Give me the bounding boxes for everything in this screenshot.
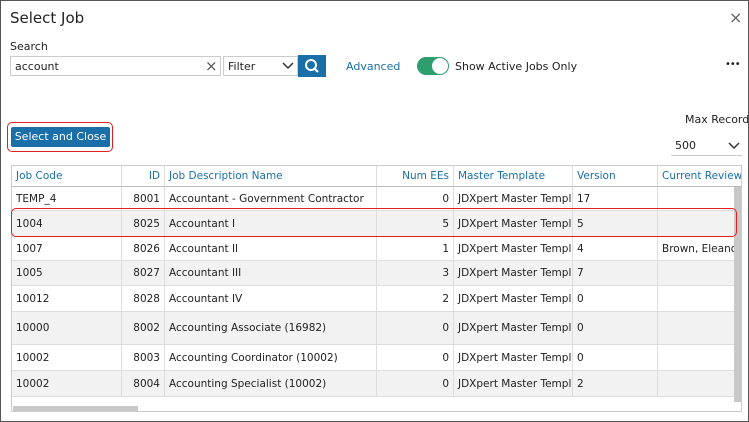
- table-cell: Accountant - Government Contractor: [165, 187, 377, 211]
- filter-label: Filter: [228, 60, 256, 73]
- dialog-title: Select Job: [10, 9, 85, 27]
- table-cell: JDXpert Master Template: [454, 286, 573, 312]
- table-cell: 0: [377, 371, 454, 397]
- advanced-link[interactable]: Advanced: [346, 60, 401, 73]
- table-cell: Accountant IV: [165, 286, 377, 312]
- table-cell: JDXpert Master Template: [454, 261, 573, 286]
- table-cell: 1: [377, 237, 454, 261]
- column-header: Num EEs: [377, 166, 454, 187]
- table-cell: 10002: [12, 345, 122, 371]
- max-records-value: 500: [675, 139, 696, 152]
- table-cell: [658, 261, 741, 286]
- table-cell: JDXpert Master Template: [454, 187, 573, 211]
- table-cell: 17: [573, 187, 658, 211]
- table-cell: 10012: [12, 286, 122, 312]
- filter-select[interactable]: Filter: [223, 56, 298, 76]
- search-button[interactable]: [298, 55, 326, 77]
- row-highlight: [11, 208, 737, 237]
- table-cell: [658, 345, 741, 371]
- table-cell: 10000: [12, 312, 122, 345]
- table-cell: Accountant II: [165, 237, 377, 261]
- close-button[interactable]: ×: [729, 8, 743, 27]
- table-cell: Accounting Associate (16982): [165, 312, 377, 345]
- table-row: [12, 397, 741, 411]
- table-cell: [658, 371, 741, 397]
- chevron: [728, 142, 740, 150]
- column-header: Current Reviewe: [658, 166, 741, 187]
- v-scrollbar[interactable]: [734, 187, 741, 402]
- table-cell: 8001: [122, 187, 165, 211]
- job-table: Job Code ID Job Description Name Num EEs Mas…: [11, 165, 742, 412]
- table-cell: 0: [377, 312, 454, 345]
- table-cell: 2: [573, 371, 658, 397]
- table-cell: 10002: [12, 371, 122, 397]
- highlight: [7, 122, 113, 152]
- table-cell: 8028: [122, 286, 165, 312]
- table-cell: JDXpert Master Template: [454, 371, 573, 397]
- table-cell: 8025: [122, 211, 165, 237]
- table-cell: 5: [573, 211, 658, 237]
- table-cell: Accountant I: [165, 211, 377, 237]
- table-cell: Accountant III: [165, 261, 377, 286]
- table-cell: 8026: [122, 237, 165, 261]
- table-cell: [658, 312, 741, 345]
- clear-button[interactable]: ×: [205, 57, 218, 75]
- table-cell: Accounting Specialist (10002): [165, 371, 377, 397]
- table-cell: 1005: [12, 261, 122, 286]
- table-cell: 4: [573, 237, 658, 261]
- table-cell: Accounting Coordinator (10002): [165, 345, 377, 371]
- max-records-label: Max Records: [685, 113, 749, 126]
- table-cell: 0: [377, 345, 454, 371]
- chevron: [282, 62, 294, 70]
- search-input[interactable]: account ×: [10, 56, 221, 76]
- table-cell: JDXpert Master Template: [454, 345, 573, 371]
- table-cell: 5: [377, 211, 454, 237]
- column-header: Version: [573, 166, 658, 187]
- table-cell: 8004: [122, 371, 165, 397]
- table-cell: Brown, Eleanor: [658, 237, 741, 261]
- table-cell: 7: [573, 261, 658, 286]
- table-cell: 3: [377, 261, 454, 286]
- search-icon: [305, 59, 319, 73]
- table-cell: 0: [573, 345, 658, 371]
- search-value: account: [15, 60, 59, 73]
- table-cell: 1007: [12, 237, 122, 261]
- toggle-knob: [432, 58, 448, 74]
- column-header: ID: [122, 166, 165, 187]
- table-cell: TEMP_4: [12, 187, 122, 211]
- column-header: Job Code: [12, 166, 122, 187]
- h-scrollbar[interactable]: [13, 406, 138, 411]
- table-cell: 0: [573, 312, 658, 345]
- table-cell: [658, 286, 741, 312]
- more-menu[interactable]: •••: [725, 59, 741, 70]
- table-cell: JDXpert Master Template: [454, 211, 573, 237]
- table-cell: 2: [377, 286, 454, 312]
- table-cell: JDXpert Master Template: [454, 237, 573, 261]
- search-label: Search: [10, 40, 48, 53]
- table-cell: 0: [377, 187, 454, 211]
- max-records-select[interactable]: 500: [671, 136, 742, 156]
- table-cell: 0: [573, 286, 658, 312]
- active-toggle[interactable]: [417, 57, 449, 75]
- table-cell: 1004: [12, 211, 122, 237]
- table-cell: 8002: [122, 312, 165, 345]
- toggle-label: Show Active Jobs Only: [455, 60, 578, 73]
- column-header: Master Template: [454, 166, 573, 187]
- column-header: Job Description Name: [165, 166, 377, 187]
- table-cell: 8027: [122, 261, 165, 286]
- select-close-button[interactable]: Select and Close: [11, 127, 110, 147]
- table-cell: 8003: [122, 345, 165, 371]
- table-cell: JDXpert Master Template: [454, 312, 573, 345]
